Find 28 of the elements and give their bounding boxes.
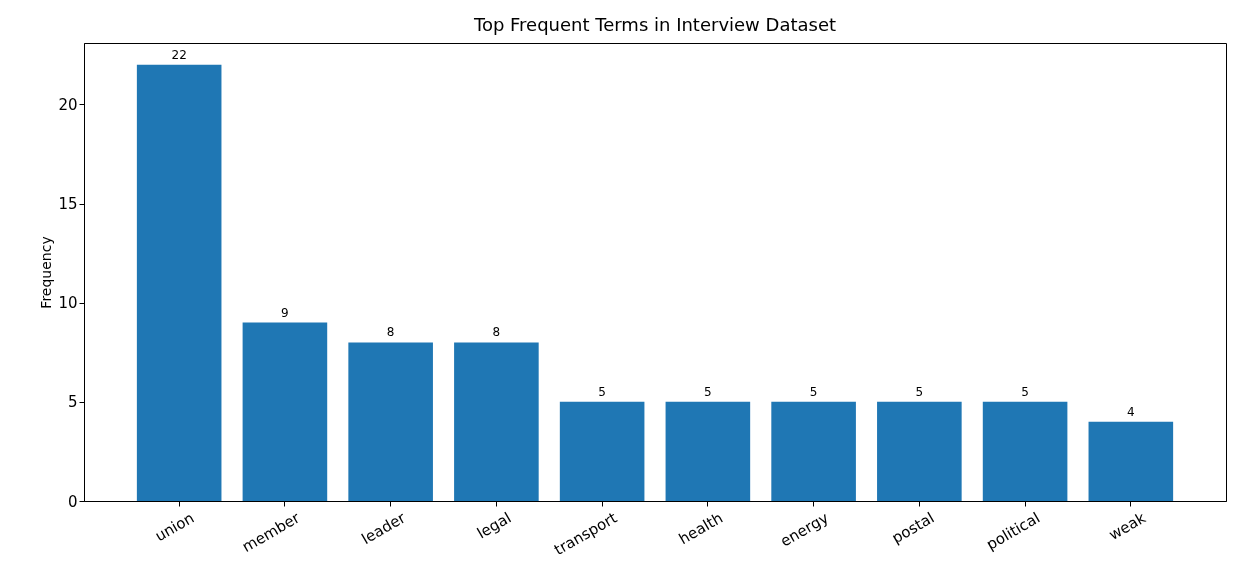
chart-title: Top Frequent Terms in Interview Dataset bbox=[472, 14, 837, 35]
data-label: 5 bbox=[1021, 384, 1029, 399]
data-label: 4 bbox=[1127, 404, 1135, 419]
bar bbox=[877, 401, 962, 501]
y-axis-title: Frequency bbox=[38, 236, 55, 309]
data-label: 5 bbox=[915, 384, 924, 399]
bar bbox=[136, 64, 222, 501]
data-label: 9 bbox=[281, 305, 289, 320]
bar bbox=[982, 401, 1068, 501]
bar bbox=[559, 401, 645, 501]
data-label: 8 bbox=[386, 325, 395, 340]
y-tick-label: 20 bbox=[58, 95, 78, 114]
bar bbox=[771, 401, 856, 501]
y-tick-label: 10 bbox=[58, 294, 78, 313]
data-label: 5 bbox=[809, 384, 818, 399]
data-label: 8 bbox=[492, 325, 501, 340]
y-tick-label: 0 bbox=[67, 492, 78, 511]
bar bbox=[242, 322, 328, 501]
bar bbox=[348, 342, 433, 501]
bar bbox=[665, 401, 751, 501]
y-tick-label: 5 bbox=[67, 393, 78, 412]
bar bbox=[454, 342, 539, 501]
x-tick-label: weak bbox=[1105, 508, 1150, 545]
data-label: 22 bbox=[171, 47, 187, 62]
data-label: 5 bbox=[704, 384, 712, 399]
bar bbox=[1088, 421, 1174, 501]
y-tick-label: 15 bbox=[58, 195, 78, 214]
data-label: 5 bbox=[598, 384, 606, 399]
